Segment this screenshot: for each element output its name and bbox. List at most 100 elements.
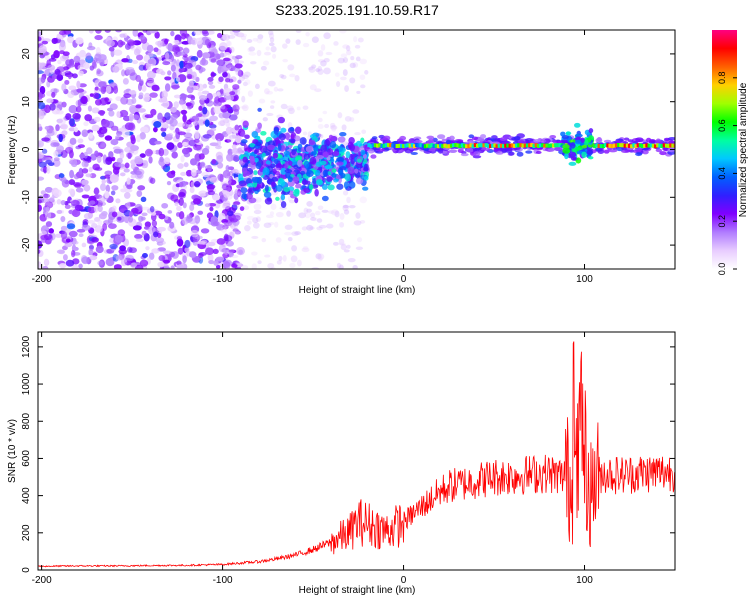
spectrogram-cell <box>322 151 329 158</box>
spectrogram-cell <box>184 137 194 141</box>
spectrogram-cell <box>533 139 541 143</box>
x-tick-label: -100 <box>213 274 233 285</box>
spectrogram-cell <box>311 64 317 69</box>
spectrogram-cell <box>288 138 296 143</box>
spectrogram-cell <box>352 62 359 68</box>
spectrogram-cell <box>100 86 107 95</box>
spectrogram-cell <box>553 146 563 151</box>
spectrogram-cell <box>257 34 264 40</box>
spectrogram-cell <box>339 213 345 220</box>
snr-x-label: Height of straight line (km) <box>299 585 416 596</box>
spectrogram-cell <box>340 76 347 81</box>
spectrogram-cell <box>587 156 594 160</box>
spectrogram-carrier <box>541 143 545 148</box>
spectrogram-cell <box>98 212 107 220</box>
spectrogram-cell <box>178 181 184 188</box>
spectrogram-carrier <box>465 144 469 149</box>
spectrogram-cell <box>274 221 279 228</box>
spectrogram-cell <box>255 141 262 147</box>
spectrogram-cell <box>225 176 231 180</box>
spectrogram-cell <box>588 128 594 134</box>
spectrogram-carrier <box>634 144 638 149</box>
spectrogram-cell <box>38 151 45 159</box>
spectrogram-cell <box>272 168 277 175</box>
spectrogram-cell <box>96 155 102 163</box>
spectrogram-cell <box>317 50 324 57</box>
spectrogram-cell <box>160 261 165 268</box>
spectrogram-cell <box>154 31 160 39</box>
spectrogram-cell <box>65 113 72 120</box>
spectrogram-cell <box>642 150 649 155</box>
y-tick-label: 400 <box>21 487 32 504</box>
spectrogram-cell <box>581 151 587 158</box>
spectrogram-cell <box>268 30 274 36</box>
spectrogram-cell <box>186 214 192 219</box>
spectrogram-cell <box>201 30 209 35</box>
spectrogram-cell <box>143 94 150 103</box>
spectrogram-cell <box>46 165 51 175</box>
spectrogram-cell <box>81 160 89 168</box>
spectrogram-cell <box>223 51 231 56</box>
spectrogram-cell <box>335 174 341 180</box>
spectrogram-cell <box>344 116 352 122</box>
spectrogram-carrier <box>625 143 629 148</box>
spectrogram-cell <box>222 118 230 123</box>
spectrogram-cell <box>141 212 148 217</box>
spectrogram-cell <box>121 58 129 63</box>
spectrogram-cell <box>183 162 189 168</box>
spectrogram-cell <box>119 152 125 160</box>
spectrogram-cell <box>228 231 235 237</box>
spectrogram-cell <box>93 204 99 213</box>
spectrogram-cell <box>197 240 206 245</box>
spectrogram-cell <box>356 158 362 163</box>
spectrogram-cell <box>196 83 205 92</box>
spectrogram-cell <box>108 110 115 117</box>
spectrogram-cell <box>212 221 220 226</box>
spectrogram-cell <box>38 261 42 269</box>
spectrogram-cell <box>154 140 162 145</box>
spectrogram-cell <box>65 59 73 67</box>
spectrogram-cell <box>170 30 175 37</box>
spectrogram-cell <box>336 183 344 190</box>
spectrogram-cell <box>127 41 137 45</box>
spectrogram-cell <box>264 254 271 258</box>
spectrogram-cell <box>143 226 150 230</box>
spectrogram-cell <box>43 165 48 174</box>
spectrogram-cell <box>110 190 116 196</box>
spectrogram-cell <box>294 126 302 135</box>
spectrogram-cell <box>466 147 474 153</box>
spectrogram-cell <box>341 124 347 131</box>
spectrogram-cell <box>105 85 112 94</box>
spectrogram-cell <box>345 151 351 159</box>
spectrogram-cell <box>244 134 250 140</box>
spectrogram-cell <box>164 76 172 81</box>
spectrogram-cell <box>162 259 171 264</box>
spectrogram-cell <box>76 88 85 93</box>
spectrogram-cell <box>146 77 155 84</box>
spectrogram-cell <box>87 105 93 112</box>
spectrogram-carrier <box>593 144 597 149</box>
spectrogram-cell <box>79 153 86 159</box>
spectrogram-cell <box>342 44 349 49</box>
spectrogram-cell <box>267 144 275 151</box>
spectrogram-cell <box>58 50 65 55</box>
spectrogram-cell <box>320 160 327 166</box>
spectrogram-cell <box>473 151 481 156</box>
spectrogram-carrier <box>547 143 551 148</box>
spectrogram-cell <box>99 183 107 191</box>
spectrogram-cell <box>306 224 314 231</box>
spectrogram-cell <box>189 186 195 194</box>
spectrogram-cell <box>208 260 215 265</box>
spectrogram-carrier <box>636 143 640 148</box>
spectrogram-carrier <box>662 143 666 148</box>
spectrogram-cell <box>170 64 176 72</box>
spectrogram-carrier <box>521 143 525 148</box>
spectrogram-cell <box>188 80 194 88</box>
spectrogram-cell <box>161 202 169 209</box>
spectrogram-cell <box>73 55 81 63</box>
spectrogram-carrier <box>619 143 623 148</box>
spectrogram-cell <box>333 241 339 246</box>
spectrogram-cell <box>196 49 203 58</box>
spectrogram-cell <box>206 241 216 247</box>
spectrogram-cell <box>221 218 229 224</box>
